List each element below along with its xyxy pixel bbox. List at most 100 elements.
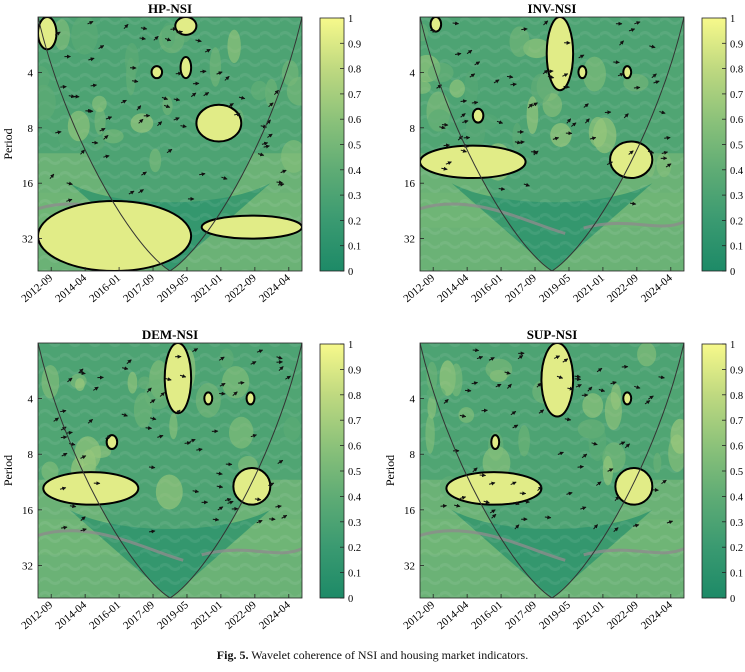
x-tick-label: 2017-09 (121, 599, 157, 632)
significant-region (540, 343, 575, 418)
colorbar-tick-label: 0.7 (730, 416, 743, 427)
phase-arrow (552, 136, 560, 141)
phase-arrow (580, 506, 587, 511)
coherence-blob (250, 80, 268, 101)
significant-region (622, 65, 633, 80)
phase-arrow (105, 435, 112, 440)
phase-arrow (644, 400, 651, 405)
significant-region (150, 65, 164, 80)
significant-region (622, 391, 633, 406)
phase-arrow (543, 20, 549, 26)
coherence-blob (41, 365, 60, 399)
phase-arrow (651, 73, 657, 79)
colorbar-tick-label: 0.5 (348, 467, 361, 478)
phase-arrow (574, 377, 582, 382)
phase-arrow (457, 135, 464, 141)
coherence-blob (38, 84, 56, 121)
phase-arrow (496, 120, 504, 124)
coherence-blob (427, 109, 452, 133)
phase-arrow (521, 27, 528, 32)
significant-region (200, 214, 302, 240)
y-tick-label: 16 (404, 505, 416, 517)
coherence-blob (219, 348, 234, 369)
phase-arrow (217, 506, 224, 511)
phase-arrow (471, 381, 479, 386)
coherence-blob (582, 393, 604, 418)
caption-text: Wavelet coherence of NSI and housing mar… (251, 648, 529, 662)
phase-arrow (596, 481, 602, 486)
phase-arrow (452, 21, 460, 26)
phase-arrow (93, 386, 99, 391)
ridge-line (583, 220, 684, 230)
phase-arrow (141, 171, 147, 176)
x-tick-label: 2021-01 (571, 272, 607, 305)
coherence-blob (209, 47, 222, 87)
phase-arrow (577, 464, 585, 469)
phase-arrow (517, 354, 524, 360)
coherence-blob (124, 42, 139, 78)
significant-region (545, 17, 575, 92)
phase-arrow (634, 385, 641, 390)
coherence-blob (656, 152, 672, 178)
coherence-blob (670, 418, 684, 454)
coherence-blob (92, 136, 105, 150)
coi-line (420, 343, 684, 598)
significant-region (38, 200, 193, 271)
phase-arrow (632, 523, 640, 528)
colorbar-tick-label: 0 (730, 594, 735, 605)
coherence-blob (94, 107, 106, 135)
coherence-blob (286, 77, 302, 106)
phase-arrow (607, 468, 614, 473)
phase-arrow (173, 117, 180, 121)
phase-arrow (128, 190, 135, 195)
colorbar-tick-label: 0.5 (730, 141, 743, 152)
colorbar-tick-label: 0 (348, 594, 353, 605)
colorbar-tick-label: 0.6 (730, 442, 743, 453)
phase-arrow (430, 28, 437, 33)
phase-arrow (665, 163, 672, 168)
phase-arrow (474, 61, 481, 66)
phase-arrow (175, 409, 181, 415)
coherence-blob (450, 363, 463, 397)
x-tick-label: 2016-01 (469, 599, 505, 632)
coherence-blob (67, 110, 90, 142)
phase-arrow (504, 370, 511, 375)
phase-arrow (105, 116, 113, 121)
phase-arrow (629, 201, 637, 206)
coherence-blob (526, 96, 539, 135)
colorbar-tick-label: 0.1 (730, 569, 743, 580)
colorbar-tick-label: 0.3 (730, 518, 743, 529)
phase-arrow (653, 80, 660, 85)
colorbar-tick-label: 0.9 (348, 365, 361, 376)
phase-arrow (146, 387, 152, 393)
coi-line (420, 17, 684, 271)
y-tick-label: 4 (410, 394, 416, 406)
phase-arrow (60, 409, 67, 414)
phase-arrow (99, 127, 106, 132)
phase-arrow (138, 189, 144, 194)
x-tick-label: 2019-05 (537, 272, 573, 305)
phase-arrow (581, 453, 588, 459)
x-tick-label: 2024-04 (257, 272, 293, 305)
phase-arrow (664, 135, 671, 140)
phase-arrow (617, 73, 625, 77)
colorbar-tick-label: 0.3 (730, 191, 743, 202)
phase-arrow (219, 382, 226, 387)
phase-arrow (514, 524, 520, 530)
phase-arrow (216, 471, 223, 476)
y-axis-label: Period (1, 455, 15, 486)
phase-arrow (443, 399, 449, 404)
coherence-blob (221, 366, 250, 399)
phase-arrow (88, 57, 95, 62)
coi-line (38, 17, 302, 271)
phase-arrow (90, 83, 98, 88)
phase-arrow (619, 441, 626, 446)
phase-arrow (532, 102, 538, 107)
phase-arrow (466, 49, 473, 55)
phase-arrow (121, 366, 129, 371)
phase-arrow (661, 479, 667, 485)
phase-arrow (506, 74, 514, 79)
x-tick-label: 2024-04 (639, 272, 675, 305)
colorbar-tick-label: 1 (730, 14, 735, 25)
phase-arrow (542, 69, 549, 75)
